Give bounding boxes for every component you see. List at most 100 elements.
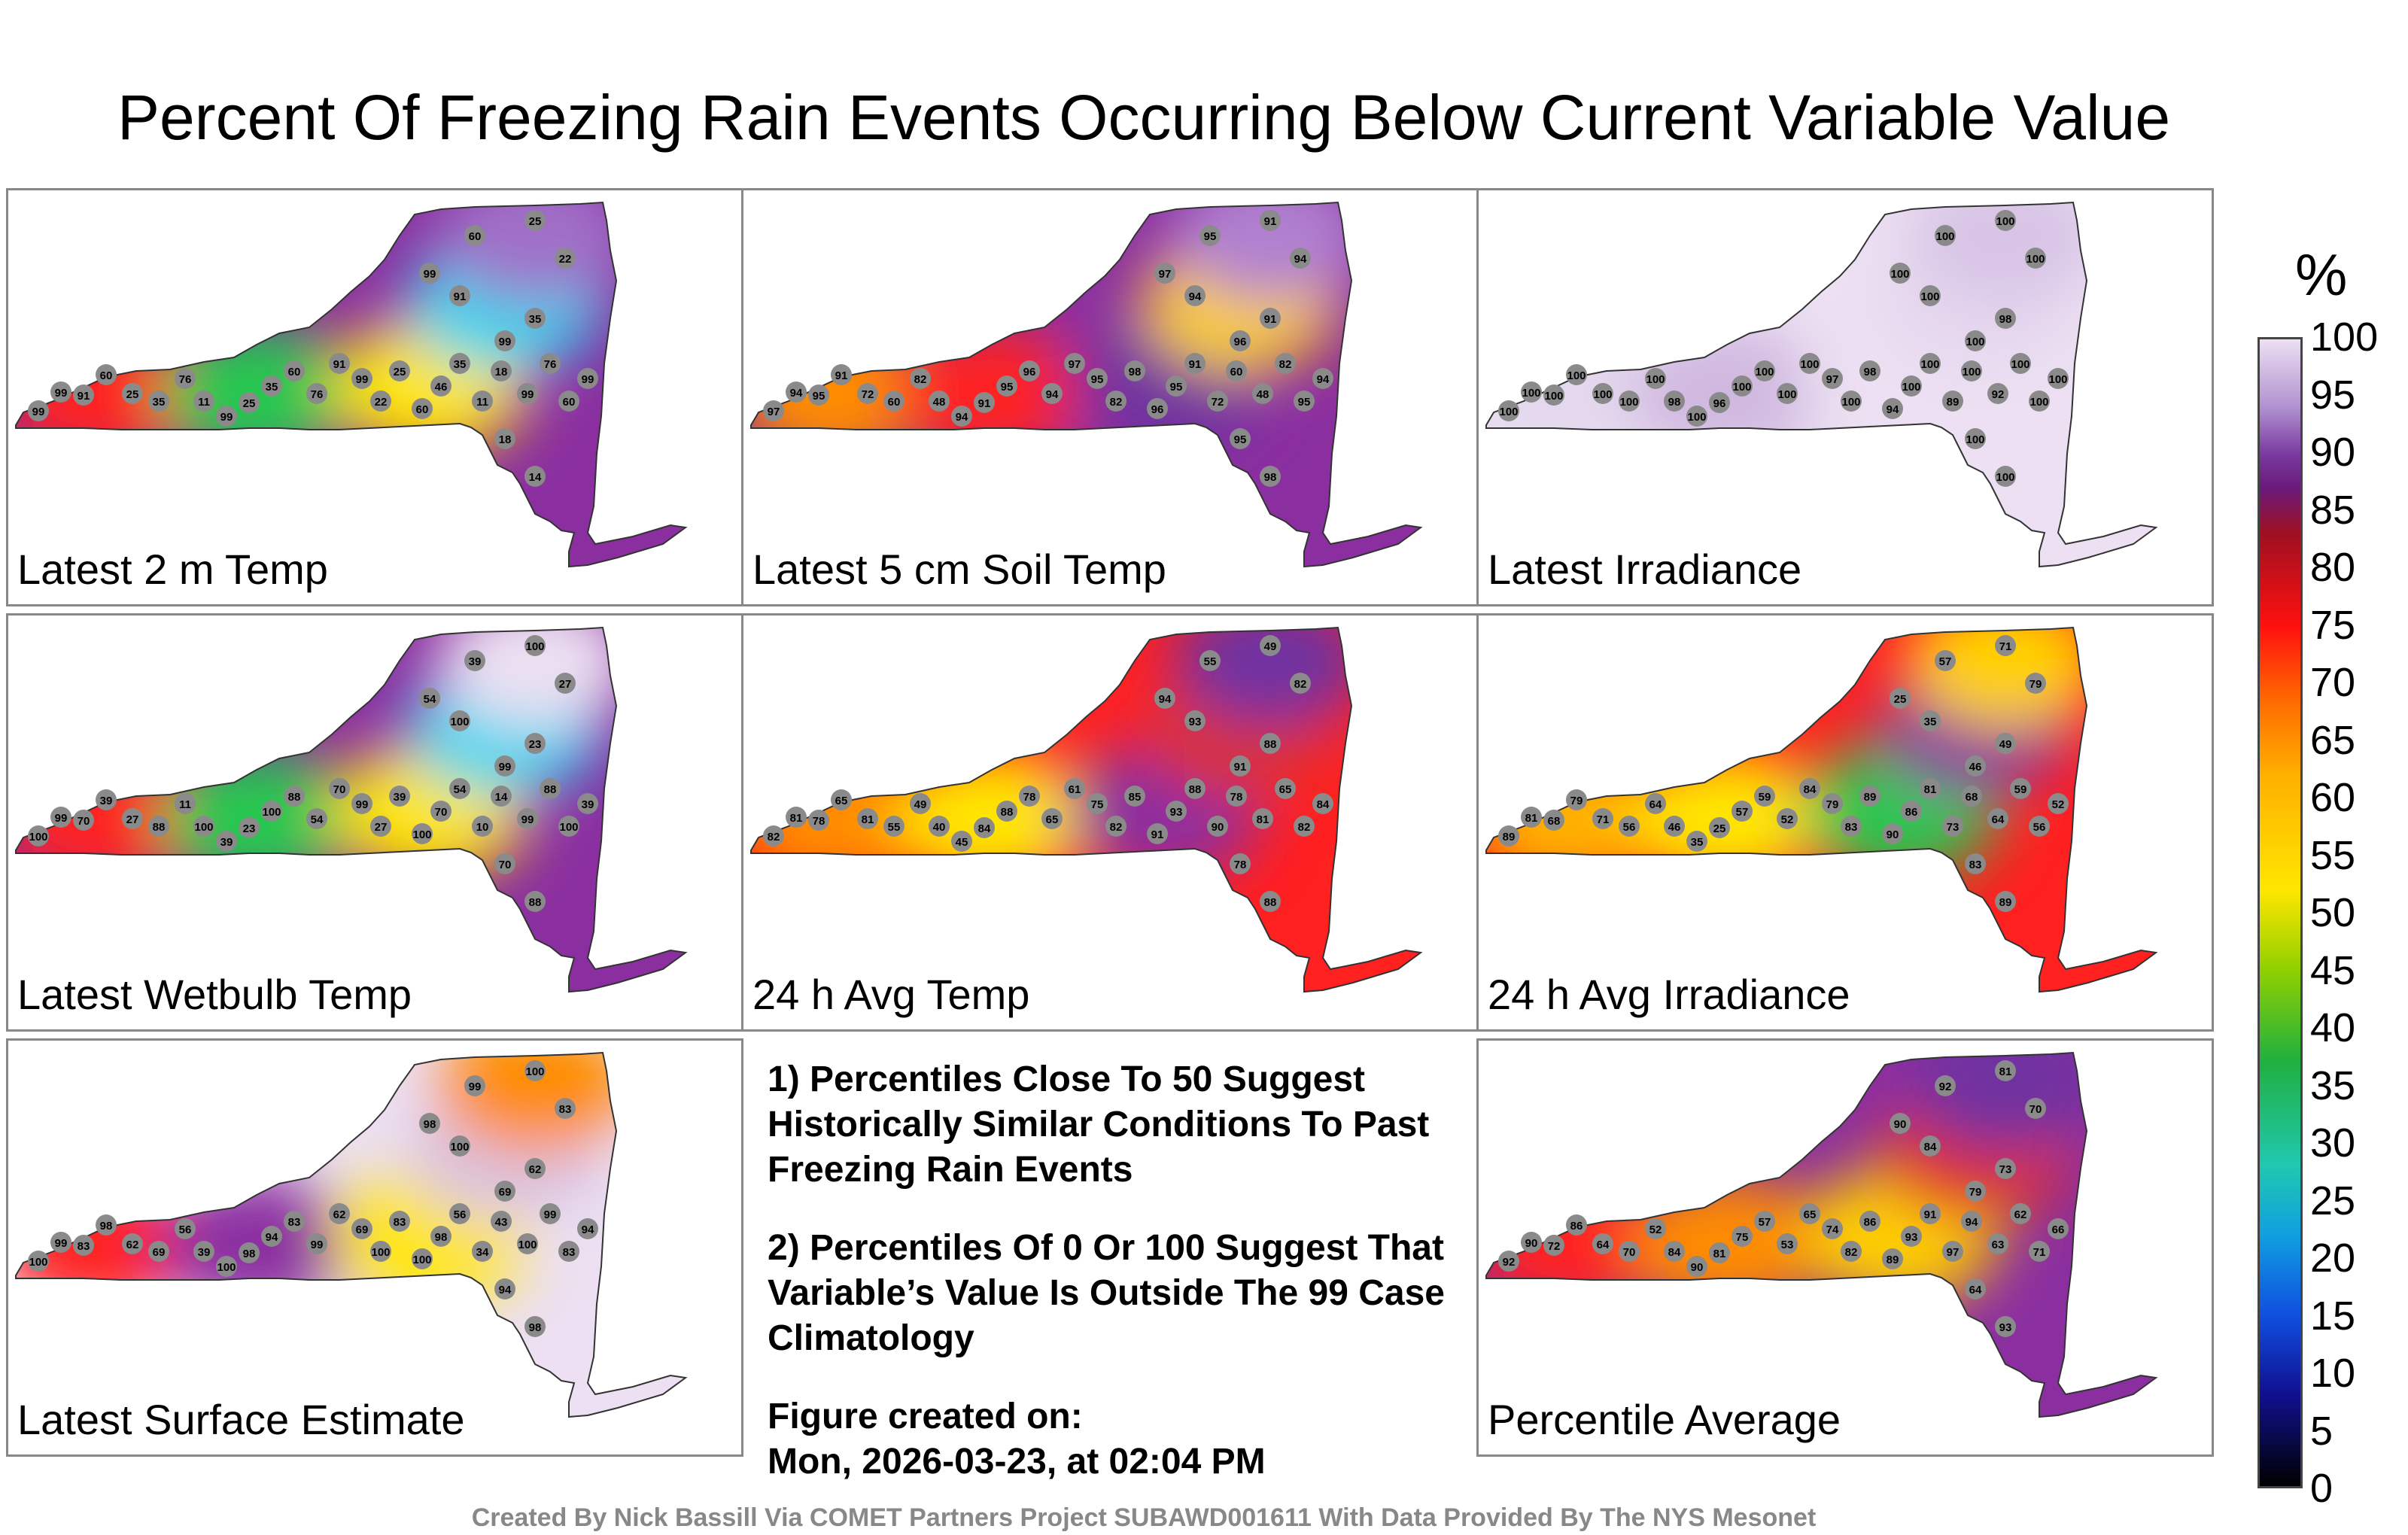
station-marker (1041, 808, 1063, 829)
station-value: 66 (2052, 1223, 2065, 1236)
station-marker (193, 391, 214, 412)
station-value: 11 (198, 396, 210, 409)
station-value: 100 (217, 1261, 236, 1274)
station-value: 11 (179, 798, 191, 811)
station-value: 68 (1966, 791, 1978, 804)
station-marker (419, 263, 440, 284)
station-value: 39 (394, 791, 406, 804)
station-value: 52 (1781, 813, 1794, 826)
station-value: 94 (1159, 693, 1172, 706)
station-marker (1592, 1233, 1613, 1254)
station-marker (1920, 778, 1941, 799)
station-marker (1543, 1235, 1564, 1256)
station-value: 90 (1212, 821, 1224, 834)
station-marker (494, 755, 515, 777)
station-marker (370, 816, 391, 837)
station-value: 54 (424, 693, 436, 706)
notes-block: 1) Percentiles Close To 50 Suggest Histo… (768, 1057, 1475, 1485)
station-marker (1312, 368, 1333, 389)
station-marker (1664, 1241, 1685, 1262)
station-marker (1294, 816, 1315, 837)
station-value: 39 (582, 798, 594, 811)
colorbar-unit: % (2295, 242, 2348, 308)
station-marker (1592, 808, 1613, 829)
station-value: 25 (529, 215, 542, 228)
station-marker (1732, 1226, 1753, 1247)
station-marker (1498, 825, 1519, 847)
colorbar-tick-label: 75 (2310, 602, 2356, 648)
station-value: 100 (1966, 433, 1984, 446)
station-value: 86 (1864, 1216, 1877, 1229)
station-marker (329, 778, 350, 799)
station-value: 78 (813, 815, 825, 828)
station-marker (1965, 330, 1986, 351)
panel-label: Percentile Average (1488, 1396, 1841, 1443)
station-marker (1087, 368, 1108, 389)
station-marker (1619, 391, 1640, 412)
station-value: 100 (1890, 268, 1909, 281)
station-marker (2025, 248, 2046, 269)
colorbar-tick-label: 30 (2310, 1120, 2356, 1166)
station-marker (50, 381, 71, 403)
station-marker (524, 635, 546, 656)
station-marker (175, 368, 196, 389)
station-marker (1664, 816, 1685, 837)
station-value: 96 (1713, 397, 1726, 410)
station-marker (2010, 353, 2031, 374)
station-value: 92 (1503, 1256, 1516, 1269)
station-value: 98 (1999, 313, 2012, 326)
station-marker (96, 789, 117, 810)
station-value: 94 (582, 1223, 594, 1236)
station-value: 94 (1294, 253, 1307, 266)
station-marker (261, 1226, 282, 1247)
station-marker (1226, 360, 1247, 381)
station-value: 91 (1189, 358, 1202, 371)
colorbar-tick-label: 100 (2310, 315, 2379, 360)
panel-label: Latest Irradiance (1488, 546, 1802, 593)
station-value: 69 (356, 1223, 369, 1236)
station-marker (1965, 428, 1986, 449)
station-marker (1859, 786, 1880, 807)
station-value: 25 (1894, 693, 1907, 706)
station-marker (193, 1241, 214, 1262)
station-marker (1901, 801, 1922, 822)
station-marker (449, 710, 470, 731)
station-marker (1275, 353, 1296, 374)
station-marker (2025, 673, 2046, 694)
station-value: 94 (266, 1231, 278, 1244)
station-value: 95 (1170, 381, 1183, 394)
station-marker (464, 225, 485, 246)
station-marker (148, 1241, 169, 1262)
station-marker (540, 353, 561, 374)
station-marker (2048, 1218, 2069, 1239)
station-value: 97 (1159, 268, 1172, 281)
station-marker (1147, 398, 1168, 419)
station-marker (494, 330, 515, 351)
station-value: 83 (563, 1246, 576, 1259)
station-value: 100 (2011, 358, 2029, 371)
station-value: 76 (544, 358, 557, 371)
station-marker (1882, 398, 1903, 419)
station-marker (216, 831, 237, 852)
station-marker (239, 392, 260, 413)
station-marker (1822, 1218, 1843, 1239)
station-value: 54 (311, 813, 324, 826)
station-marker (1686, 406, 1707, 427)
station-value: 100 (412, 1254, 431, 1266)
station-marker (1995, 1158, 2016, 1179)
station-marker (786, 807, 807, 828)
colorbar-tick-label: 55 (2310, 832, 2356, 878)
station-marker (419, 688, 440, 709)
station-value: 100 (1619, 396, 1638, 409)
station-marker (2025, 1098, 2046, 1119)
note-1: 1) Percentiles Close To 50 Suggest Histo… (768, 1059, 1430, 1190)
station-value: 84 (1924, 1141, 1937, 1154)
station-marker (1260, 733, 1281, 754)
station-value: 90 (1691, 1261, 1704, 1274)
station-value: 91 (978, 397, 991, 410)
station-value: 57 (1736, 806, 1749, 819)
station-marker (1498, 400, 1519, 421)
station-value: 100 (559, 821, 578, 834)
station-marker (284, 1211, 305, 1232)
station-marker (389, 360, 410, 381)
